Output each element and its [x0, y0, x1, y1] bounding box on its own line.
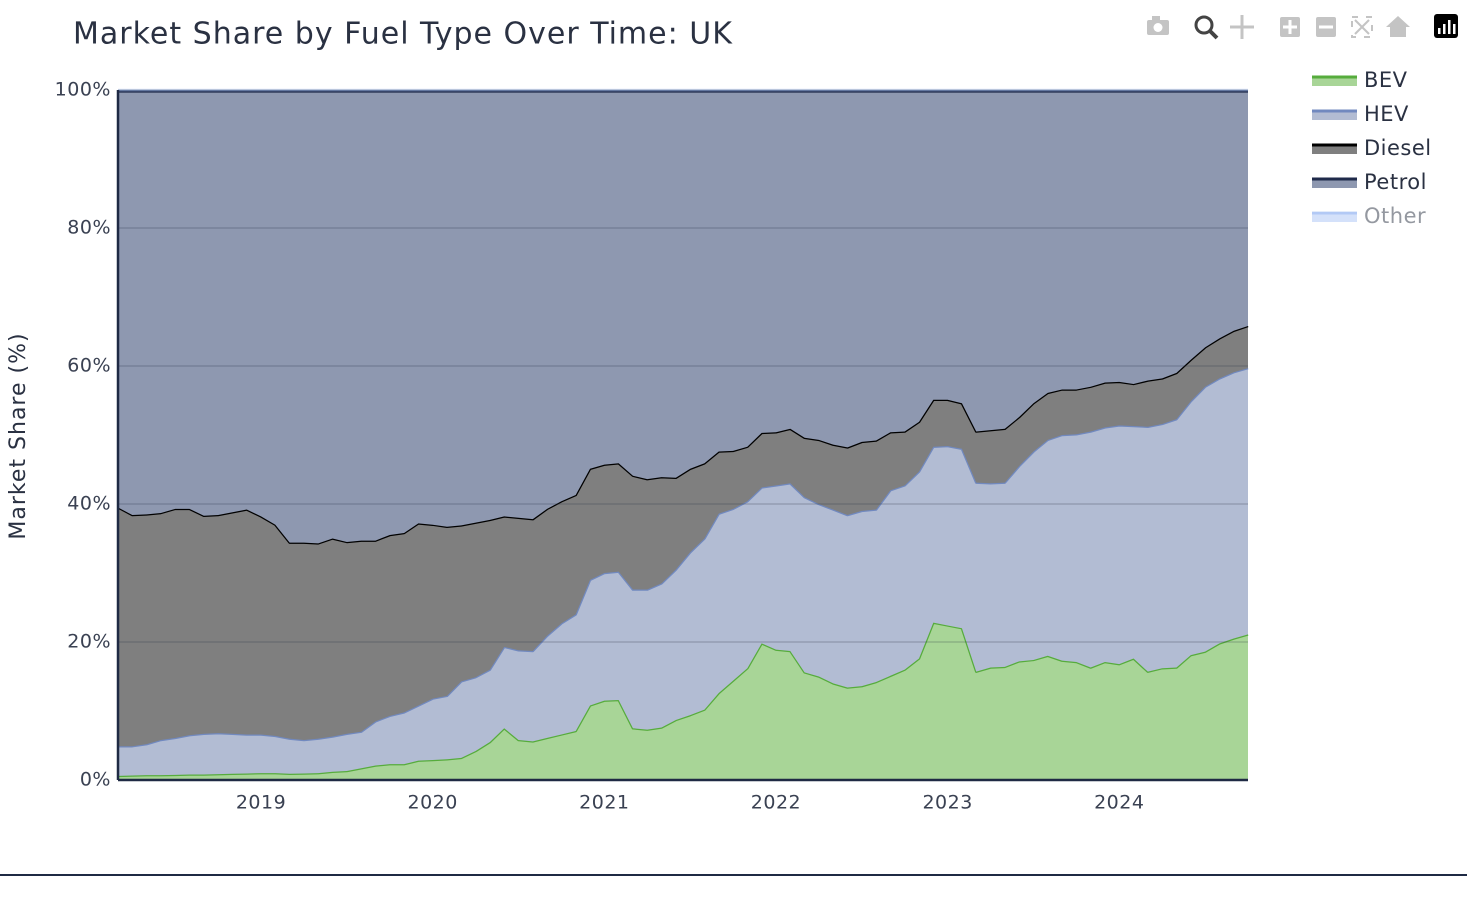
x-tick-label: 2019 [236, 792, 286, 814]
legend-label: HEV [1364, 102, 1409, 126]
zoom-out-button[interactable] [1316, 17, 1336, 37]
legend-item[interactable]: Petrol [1312, 170, 1427, 194]
x-tick-label: 2021 [579, 792, 629, 814]
toolbar [1147, 14, 1458, 40]
area-fill [118, 622, 1248, 780]
area-fill [118, 325, 1248, 747]
chart-title: Market Share by Fuel Type Over Time: UK [73, 17, 733, 52]
plot-area [117, 88, 1249, 780]
x-tick-label: 2023 [922, 792, 972, 814]
x-tick-label: 2020 [408, 792, 458, 814]
legend-item[interactable]: BEV [1312, 68, 1408, 92]
area-fill [118, 368, 1248, 776]
autoscale-button[interactable] [1351, 16, 1373, 38]
y-tick-label: 40% [67, 493, 111, 515]
x-tick-label: 2022 [751, 792, 801, 814]
y-axis-label: Market Share (%) [6, 332, 31, 539]
legend-label: Other [1364, 204, 1426, 228]
legend-item[interactable]: HEV [1312, 102, 1409, 126]
legend-item[interactable]: Diesel [1312, 136, 1432, 160]
zoom-button[interactable] [1194, 15, 1219, 40]
legend-swatch [1312, 76, 1357, 86]
legend-label: Diesel [1364, 136, 1432, 160]
area-fill [118, 90, 1248, 92]
legend-swatch [1312, 144, 1357, 154]
y-tick-label: 60% [67, 355, 111, 377]
camera-button[interactable] [1147, 16, 1169, 35]
legend-label: BEV [1364, 68, 1408, 92]
y-tick-label: 100% [55, 79, 111, 101]
home-button[interactable] [1386, 16, 1410, 37]
legend: BEV HEV Diesel Petrol Other [1312, 68, 1432, 228]
legend-swatch [1312, 110, 1357, 120]
legend-swatch [1312, 178, 1357, 188]
area-fill [118, 91, 1248, 544]
y-tick-label: 0% [80, 769, 111, 791]
y-tick-label: 20% [67, 631, 111, 653]
legend-item[interactable]: Other [1312, 204, 1426, 228]
legend-swatch [1312, 212, 1357, 222]
y-tick-label: 80% [67, 217, 111, 239]
plotly-logo[interactable] [1434, 14, 1458, 38]
legend-label: Petrol [1364, 170, 1427, 194]
pan-button[interactable] [1230, 15, 1254, 39]
x-tick-label: 2024 [1094, 792, 1144, 814]
zoom-in-button[interactable] [1280, 17, 1300, 37]
